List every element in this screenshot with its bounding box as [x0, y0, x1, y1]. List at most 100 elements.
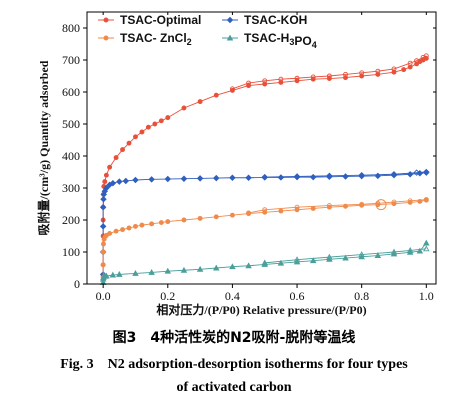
adsorption-point: [212, 264, 220, 271]
figure-caption-en-line2: of activated carbon: [176, 380, 292, 395]
adsorption-point: [99, 203, 107, 211]
series-2: [100, 197, 429, 281]
legend-marker: [226, 16, 234, 24]
y-tick-label: 0: [74, 277, 80, 291]
x-tick-label: 0.6: [290, 289, 305, 303]
y-tick-label: 100: [62, 245, 80, 259]
adsorption-point: [107, 164, 113, 170]
x-tick-label: 0.8: [354, 289, 369, 303]
desorption-point: [293, 173, 301, 180]
desorption-point: [407, 60, 413, 66]
adsorption-point: [181, 217, 187, 223]
adsorption-point: [109, 271, 117, 278]
adsorption-point: [213, 214, 219, 220]
y-tick-label: 600: [62, 85, 80, 99]
legend-label: TSAC- ZnCl2: [120, 31, 192, 47]
adsorption-point: [158, 220, 164, 226]
x-tick-label: 0.2: [160, 289, 175, 303]
adsorption-point: [133, 134, 138, 140]
desorption-point: [262, 78, 268, 84]
adsorption-point: [213, 92, 219, 98]
adsorption-point: [120, 147, 125, 153]
desorption-point: [391, 66, 397, 72]
adsorption-point: [133, 223, 138, 229]
desorption-point: [261, 173, 268, 181]
adsorption-point: [132, 270, 139, 276]
legend-entry-1: TSAC-KOH: [222, 13, 307, 27]
adsorption-point: [374, 172, 382, 180]
legend-label: TSAC-H3PO4: [244, 31, 317, 50]
desorption-point: [375, 68, 381, 74]
desorption-point: [278, 76, 284, 82]
adsorption-point: [417, 198, 423, 204]
series-0: [100, 53, 429, 279]
adsorption-point: [180, 266, 188, 273]
adsorption-point: [139, 222, 145, 228]
axes: 0.0 0.2 0.4 0.6 0.8 1.0 0 100 200 300 400 500 600 700…: [36, 11, 437, 317]
adsorption-point: [229, 263, 236, 270]
desorption-point: [407, 198, 413, 204]
adsorption-point: [113, 155, 119, 161]
desorption-point: [413, 169, 420, 176]
y-tick-label: 700: [62, 53, 80, 67]
series-1: [99, 168, 430, 278]
desorption-point: [294, 204, 300, 210]
adsorption-point: [326, 173, 333, 181]
adsorption-point: [278, 208, 284, 214]
adsorption-point: [164, 267, 172, 274]
y-tick-label: 400: [62, 149, 80, 163]
legend-label: TSAC-Optimal: [120, 13, 201, 27]
adsorption-point: [261, 261, 268, 267]
adsorption-point: [132, 176, 139, 184]
adsorption-point: [165, 219, 171, 225]
adsorption-point: [158, 118, 164, 124]
adsorption-point: [310, 206, 316, 211]
adsorption-point: [152, 121, 158, 127]
adsorption-point: [165, 115, 171, 121]
desorption-line: [232, 55, 427, 90]
legend-label: TSAC-KOH: [244, 13, 307, 27]
desorption-point: [310, 74, 316, 80]
desorption-point: [359, 70, 365, 76]
desorption-point: [246, 210, 252, 216]
adsorption-point: [277, 259, 285, 266]
adsorption-point: [401, 67, 407, 73]
figure-caption-cn: 图3 4种活性炭的N2吸附-脱附等温线: [112, 330, 356, 346]
adsorption-point: [423, 169, 430, 176]
adsorption-point: [113, 228, 119, 234]
y-tick-label: 200: [62, 213, 80, 227]
adsorption-point: [309, 257, 317, 264]
adsorption-point: [358, 172, 365, 180]
adsorption-point: [423, 239, 430, 246]
desorption-point: [390, 171, 398, 178]
legend: TSAC-Optimal TSAC-KOH TSAC- ZnCl2 TSAC-H3PO…: [98, 13, 317, 50]
desorption-point: [358, 171, 365, 179]
legend-entry-3: TSAC-H3PO4: [222, 31, 317, 50]
desorption-point: [229, 86, 235, 92]
adsorption-point: [102, 179, 108, 185]
y-tick-label: 800: [62, 21, 80, 35]
adsorption-point: [342, 173, 349, 180]
adsorption-point: [343, 203, 348, 209]
adsorption-point: [213, 174, 220, 182]
adsorption-point: [293, 173, 301, 181]
x-tick-label: 0.0: [96, 289, 111, 303]
legend-marker: [226, 34, 234, 41]
legend-entry-2: TSAC- ZnCl2: [98, 31, 192, 47]
adsorption-point: [342, 254, 349, 261]
adsorption-point: [122, 177, 130, 185]
adsorption-point: [229, 174, 236, 181]
adsorption-point: [107, 230, 113, 236]
legend-entry-0: TSAC-Optimal: [98, 13, 201, 27]
adsorption-point: [164, 175, 172, 183]
adsorption-point: [245, 174, 252, 181]
x-tick-label: 1.0: [419, 289, 434, 303]
desorption-point: [246, 80, 252, 86]
legend-marker: [103, 17, 109, 23]
legend-marker: [103, 35, 109, 41]
adsorption-point: [126, 140, 132, 146]
adsorption-point: [148, 176, 155, 183]
adsorption-point: [126, 225, 132, 231]
figure-caption-en-line1: Fig. 3 N2 adsorption-desorption isotherm…: [60, 357, 408, 372]
